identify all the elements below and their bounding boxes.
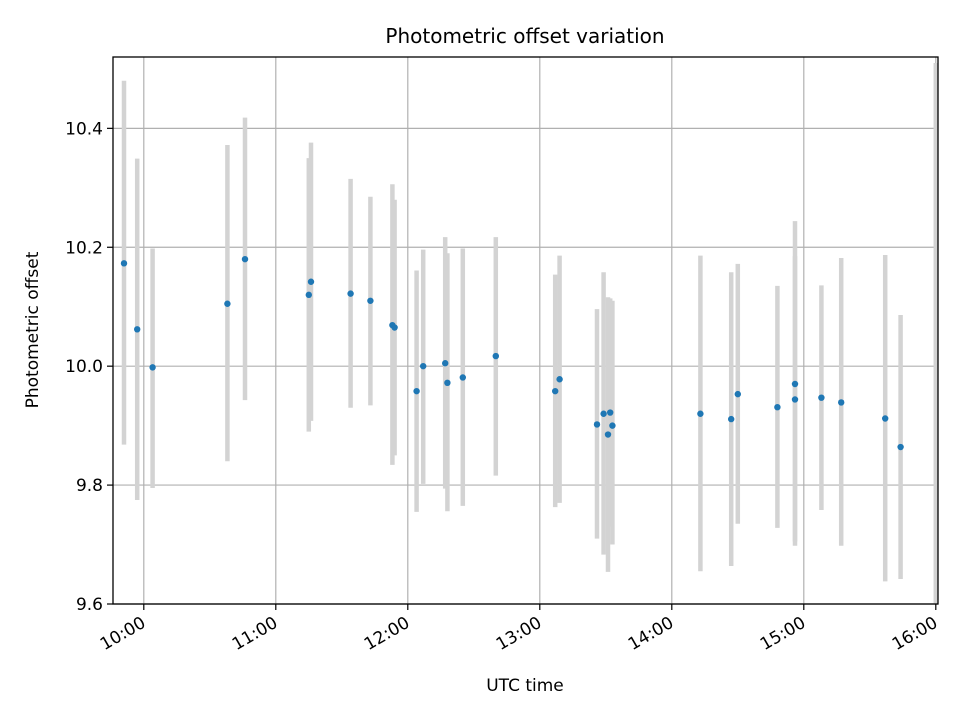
y-tick-label: 9.8 xyxy=(76,476,103,496)
data-point xyxy=(367,297,374,304)
data-points xyxy=(120,255,904,451)
data-point xyxy=(556,376,563,383)
data-point xyxy=(442,360,449,367)
y-tick-label: 9.6 xyxy=(76,595,103,615)
data-point xyxy=(838,399,845,406)
data-point xyxy=(120,260,128,267)
data-point xyxy=(347,290,354,297)
data-point xyxy=(552,387,559,395)
data-point xyxy=(604,431,612,438)
data-point xyxy=(600,410,607,417)
data-point xyxy=(134,326,141,333)
data-point xyxy=(607,409,614,416)
data-point xyxy=(224,300,231,307)
data-point xyxy=(593,421,601,428)
chart-title: Photometric offset variation xyxy=(385,24,664,48)
data-point xyxy=(492,352,499,360)
data-point xyxy=(149,364,156,371)
data-point xyxy=(728,415,735,423)
data-point xyxy=(897,443,904,451)
data-point xyxy=(241,255,249,263)
y-tick-label: 10.2 xyxy=(65,238,103,258)
data-point xyxy=(774,403,781,411)
data-point xyxy=(305,291,312,299)
data-point xyxy=(420,362,427,370)
y-axis-label: Photometric offset xyxy=(23,251,43,408)
y-tick-label: 10.4 xyxy=(65,119,103,139)
x-axis-label: UTC time xyxy=(486,676,564,696)
data-point xyxy=(882,415,889,422)
data-point xyxy=(413,387,420,395)
data-point xyxy=(697,410,704,417)
axes-frame xyxy=(112,56,939,605)
ticks: 10:00 11:00 12:00 13:00 14:00 15:00 16:009.69.… xyxy=(65,119,941,654)
data-point xyxy=(609,422,616,429)
data-point xyxy=(791,380,799,388)
data-point xyxy=(444,379,451,387)
data-point xyxy=(791,396,799,403)
data-point xyxy=(459,374,466,381)
data-point xyxy=(307,278,315,285)
data-point xyxy=(818,394,825,401)
data-point xyxy=(391,324,398,331)
plot-area xyxy=(113,57,938,604)
y-tick-label: 10.0 xyxy=(65,357,103,377)
data-point xyxy=(734,390,741,398)
